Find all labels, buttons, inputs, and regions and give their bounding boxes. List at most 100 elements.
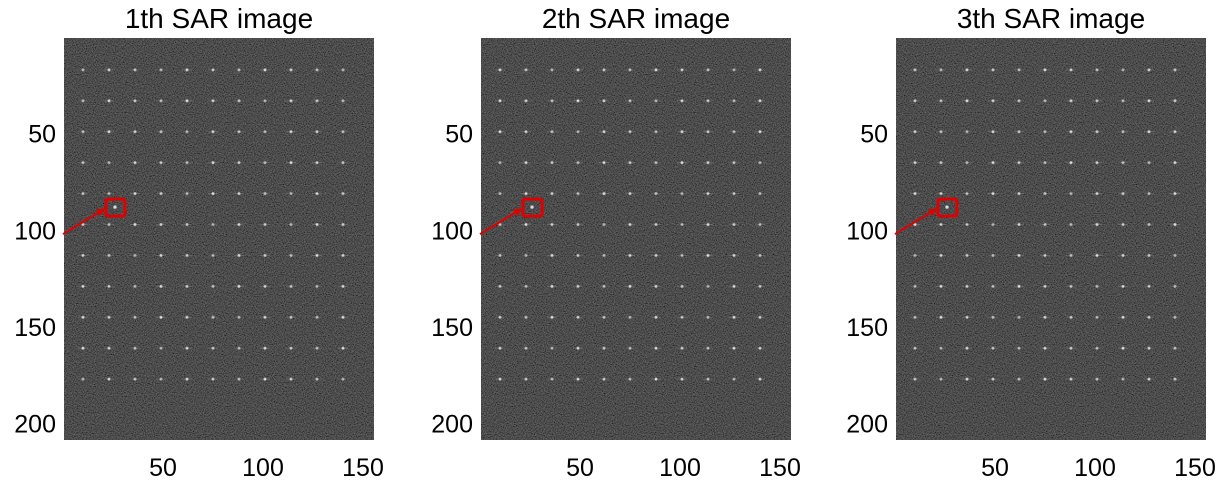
point-target <box>262 345 268 351</box>
point-target <box>106 314 112 320</box>
point-target <box>990 98 996 104</box>
point-target <box>497 98 503 104</box>
point-target <box>1042 283 1048 289</box>
point-target <box>1016 314 1022 320</box>
highlight-arrow <box>479 208 522 235</box>
point-target <box>627 314 633 320</box>
point-target <box>757 221 763 228</box>
point-target <box>653 314 659 320</box>
point-target <box>288 98 294 104</box>
point-target <box>964 160 970 166</box>
point-target <box>80 129 86 135</box>
point-target <box>1068 283 1074 289</box>
point-target <box>262 252 268 259</box>
point-target <box>990 221 996 228</box>
point-target <box>314 67 320 73</box>
point-target <box>80 345 86 351</box>
point-target <box>1016 98 1022 104</box>
point-target <box>1172 283 1178 289</box>
point-target <box>340 67 346 73</box>
point-target <box>1172 190 1178 197</box>
point-target <box>705 345 711 351</box>
point-target <box>1016 160 1022 166</box>
point-target <box>106 345 112 351</box>
point-target <box>757 190 763 197</box>
point-target <box>938 314 944 320</box>
point-target <box>1068 190 1074 197</box>
point-target <box>964 314 970 320</box>
point-target <box>158 160 164 166</box>
point-target <box>964 283 970 289</box>
point-target <box>731 190 737 197</box>
point-target <box>705 98 711 104</box>
point-target <box>1120 67 1126 73</box>
point-target <box>549 160 555 166</box>
point-target <box>1146 67 1152 73</box>
point-target <box>731 67 737 73</box>
point-target <box>340 160 346 166</box>
point-target <box>523 314 529 320</box>
point-target <box>653 345 659 351</box>
highlight-box <box>521 197 544 218</box>
point-target <box>1094 98 1100 104</box>
point-target <box>262 314 268 320</box>
point-target <box>132 190 138 197</box>
point-target <box>106 160 112 166</box>
point-target <box>158 221 164 228</box>
point-target <box>340 252 346 259</box>
point-target <box>1120 376 1126 382</box>
y-tick-label: 100 <box>14 217 56 245</box>
point-target <box>964 252 970 259</box>
y-tick-label: 50 <box>860 121 888 149</box>
point-target <box>1120 160 1126 166</box>
point-target <box>938 252 944 259</box>
speckle-noise <box>64 38 374 440</box>
point-target <box>705 67 711 73</box>
point-target <box>549 221 555 228</box>
point-target <box>679 129 685 135</box>
point-target <box>184 67 190 73</box>
point-target <box>549 67 555 73</box>
point-target <box>601 98 607 104</box>
point-target <box>938 129 944 135</box>
y-tick-label: 50 <box>28 121 56 149</box>
point-target <box>288 190 294 197</box>
point-target <box>1094 129 1100 135</box>
point-target <box>106 67 112 73</box>
point-target <box>1016 221 1022 228</box>
point-target <box>1094 252 1100 259</box>
point-target <box>106 98 112 104</box>
point-target <box>132 314 138 320</box>
point-target <box>158 98 164 104</box>
point-target <box>1094 376 1100 382</box>
point-target <box>549 129 555 135</box>
point-target <box>731 345 737 351</box>
point-target <box>1094 283 1100 289</box>
point-target <box>575 190 581 197</box>
point-target <box>679 314 685 320</box>
point-target <box>964 67 970 73</box>
point-target <box>1042 221 1048 228</box>
x-tick-label: 50 <box>149 454 177 482</box>
point-target <box>340 283 346 289</box>
point-target <box>1146 160 1152 166</box>
point-target <box>80 98 86 104</box>
point-target <box>1068 98 1074 104</box>
sar-panel-3: 3th SAR image 50 100 150 200 50 100 150 <box>846 3 1216 482</box>
highlighted-target <box>944 204 950 211</box>
point-target <box>288 376 294 382</box>
point-target <box>1120 283 1126 289</box>
point-target <box>262 67 268 73</box>
point-target <box>757 314 763 320</box>
point-target <box>601 67 607 73</box>
point-target <box>1172 67 1178 73</box>
point-target <box>262 160 268 166</box>
point-target <box>1016 129 1022 135</box>
point-target <box>575 129 581 135</box>
point-target <box>210 376 216 382</box>
point-target <box>1146 190 1152 197</box>
point-target <box>1068 129 1074 135</box>
point-target <box>236 252 242 259</box>
point-target <box>1016 190 1022 197</box>
point-target <box>184 129 190 135</box>
